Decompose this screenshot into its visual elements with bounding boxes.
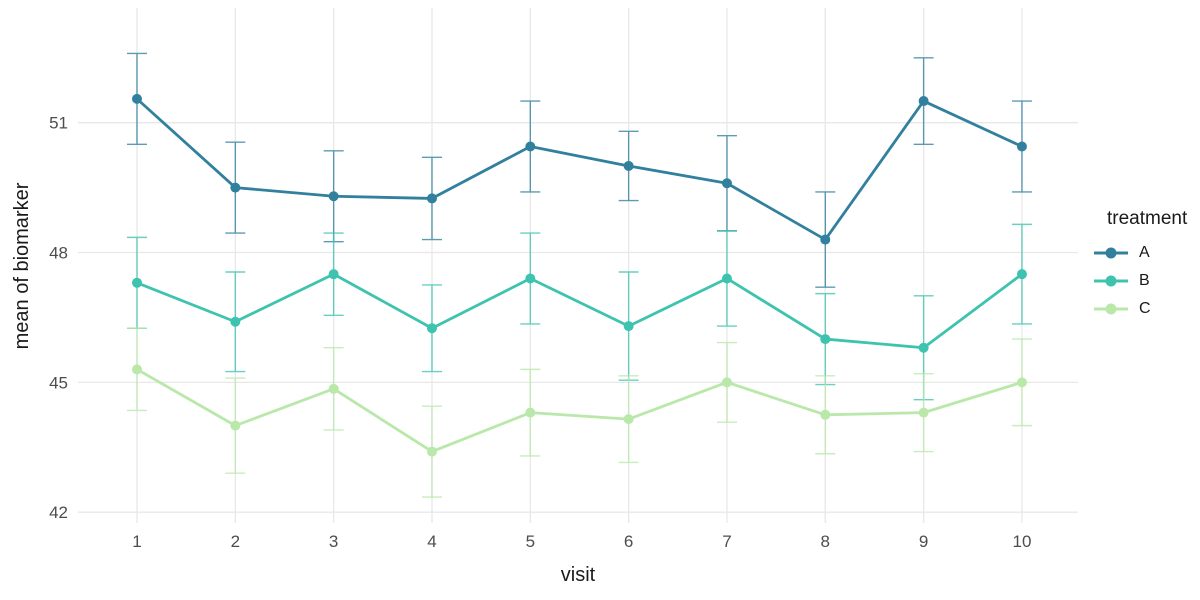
x-tick-label: 10: [1012, 532, 1031, 551]
legend: treatment A B: [1093, 208, 1187, 323]
data-point: [918, 96, 929, 107]
x-tick-label: 7: [722, 532, 731, 551]
data-point: [1016, 269, 1027, 280]
data-point: [721, 273, 732, 284]
data-point: [426, 446, 437, 457]
legend-item-b: B: [1093, 267, 1187, 295]
y-tick-label: 48: [49, 244, 68, 263]
x-tick-label: 9: [919, 532, 928, 551]
data-point: [918, 407, 929, 418]
data-point: [525, 407, 536, 418]
legend-key-c-icon: [1093, 302, 1129, 316]
legend-label-a: A: [1139, 244, 1150, 261]
data-point: [1016, 141, 1027, 152]
x-tick-label: 6: [624, 532, 633, 551]
legend-item-c: C: [1093, 295, 1187, 323]
series-B: [126, 223, 1032, 401]
data-point: [328, 383, 339, 394]
x-tick-label: 4: [427, 532, 436, 551]
x-tick-label: 1: [132, 532, 141, 551]
data-point: [623, 414, 634, 425]
data-point: [820, 409, 831, 420]
data-point: [230, 420, 241, 431]
y-axis-title: mean of biomarker: [11, 182, 33, 350]
data-point: [525, 141, 536, 152]
legend-key-b-icon: [1093, 274, 1129, 288]
data-point: [918, 342, 929, 353]
data-point: [721, 178, 732, 189]
series-C: [126, 327, 1032, 498]
legend-label-c: C: [1139, 300, 1151, 317]
data-point: [525, 273, 536, 284]
y-tick-label: 51: [49, 114, 68, 133]
data-point: [426, 323, 437, 334]
data-point: [328, 269, 339, 280]
data-point: [721, 377, 732, 388]
data-point: [131, 364, 142, 375]
series-line: [135, 272, 1024, 350]
data-point: [131, 93, 142, 104]
x-tick-label: 5: [526, 532, 535, 551]
y-tick-label: 42: [49, 503, 68, 522]
data-point: [820, 234, 831, 245]
data-point: [820, 334, 831, 345]
y-tick-label: 45: [49, 373, 68, 392]
data-point: [230, 316, 241, 327]
data-point: [1016, 377, 1027, 388]
data-point: [623, 160, 634, 171]
series-A: [126, 52, 1032, 288]
data-point: [623, 321, 634, 332]
data-point: [230, 182, 241, 193]
legend-title: treatment: [1107, 208, 1188, 229]
data-point: [426, 193, 437, 204]
x-tick-label: 8: [821, 532, 830, 551]
x-tick-label: 2: [231, 532, 240, 551]
data-point: [131, 277, 142, 288]
legend-item-a: A: [1093, 239, 1187, 267]
x-tick-label: 3: [329, 532, 338, 551]
series-line: [135, 97, 1024, 241]
x-axis-title: visit: [560, 564, 596, 586]
legend-key-a-icon: [1093, 246, 1129, 260]
series-line: [135, 367, 1024, 453]
data-point: [328, 191, 339, 202]
legend-label-b: B: [1139, 272, 1150, 289]
